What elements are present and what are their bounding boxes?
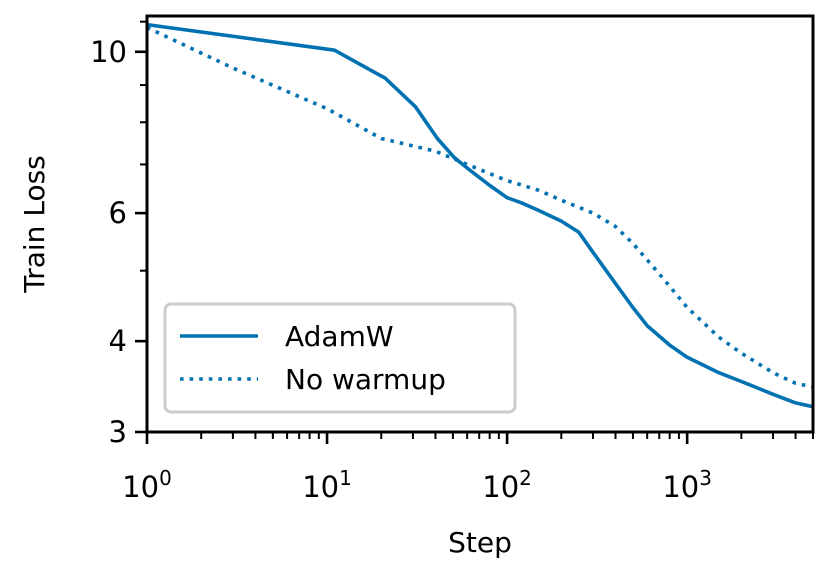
y-tick-label: 10 bbox=[90, 35, 127, 69]
x-tick-label: 102 bbox=[482, 466, 532, 504]
plot-area-frame bbox=[145, 14, 815, 434]
series-layer bbox=[146, 22, 814, 409]
y-axis-label: Train Loss bbox=[18, 155, 51, 294]
y-axis-ticks: 3 4 6 10 bbox=[90, 20, 147, 449]
series-line-adamw bbox=[146, 22, 814, 409]
x-axis-ticks: 100 101 102 103 bbox=[122, 432, 814, 504]
legend-box bbox=[163, 302, 517, 414]
x-tick-label: 101 bbox=[302, 466, 352, 504]
x-tick-label: 103 bbox=[662, 466, 712, 504]
y-tick-label: 3 bbox=[109, 415, 127, 449]
legend-label-adamw: AdamW bbox=[285, 320, 394, 353]
legend-label-no-warmup: No warmup bbox=[285, 363, 446, 396]
legend: AdamW No warmup bbox=[163, 302, 517, 414]
y-tick-label: 6 bbox=[109, 196, 127, 230]
x-axis-label: Step bbox=[448, 526, 512, 559]
y-tick-label: 4 bbox=[109, 324, 127, 358]
x-tick-label: 100 bbox=[122, 466, 172, 504]
